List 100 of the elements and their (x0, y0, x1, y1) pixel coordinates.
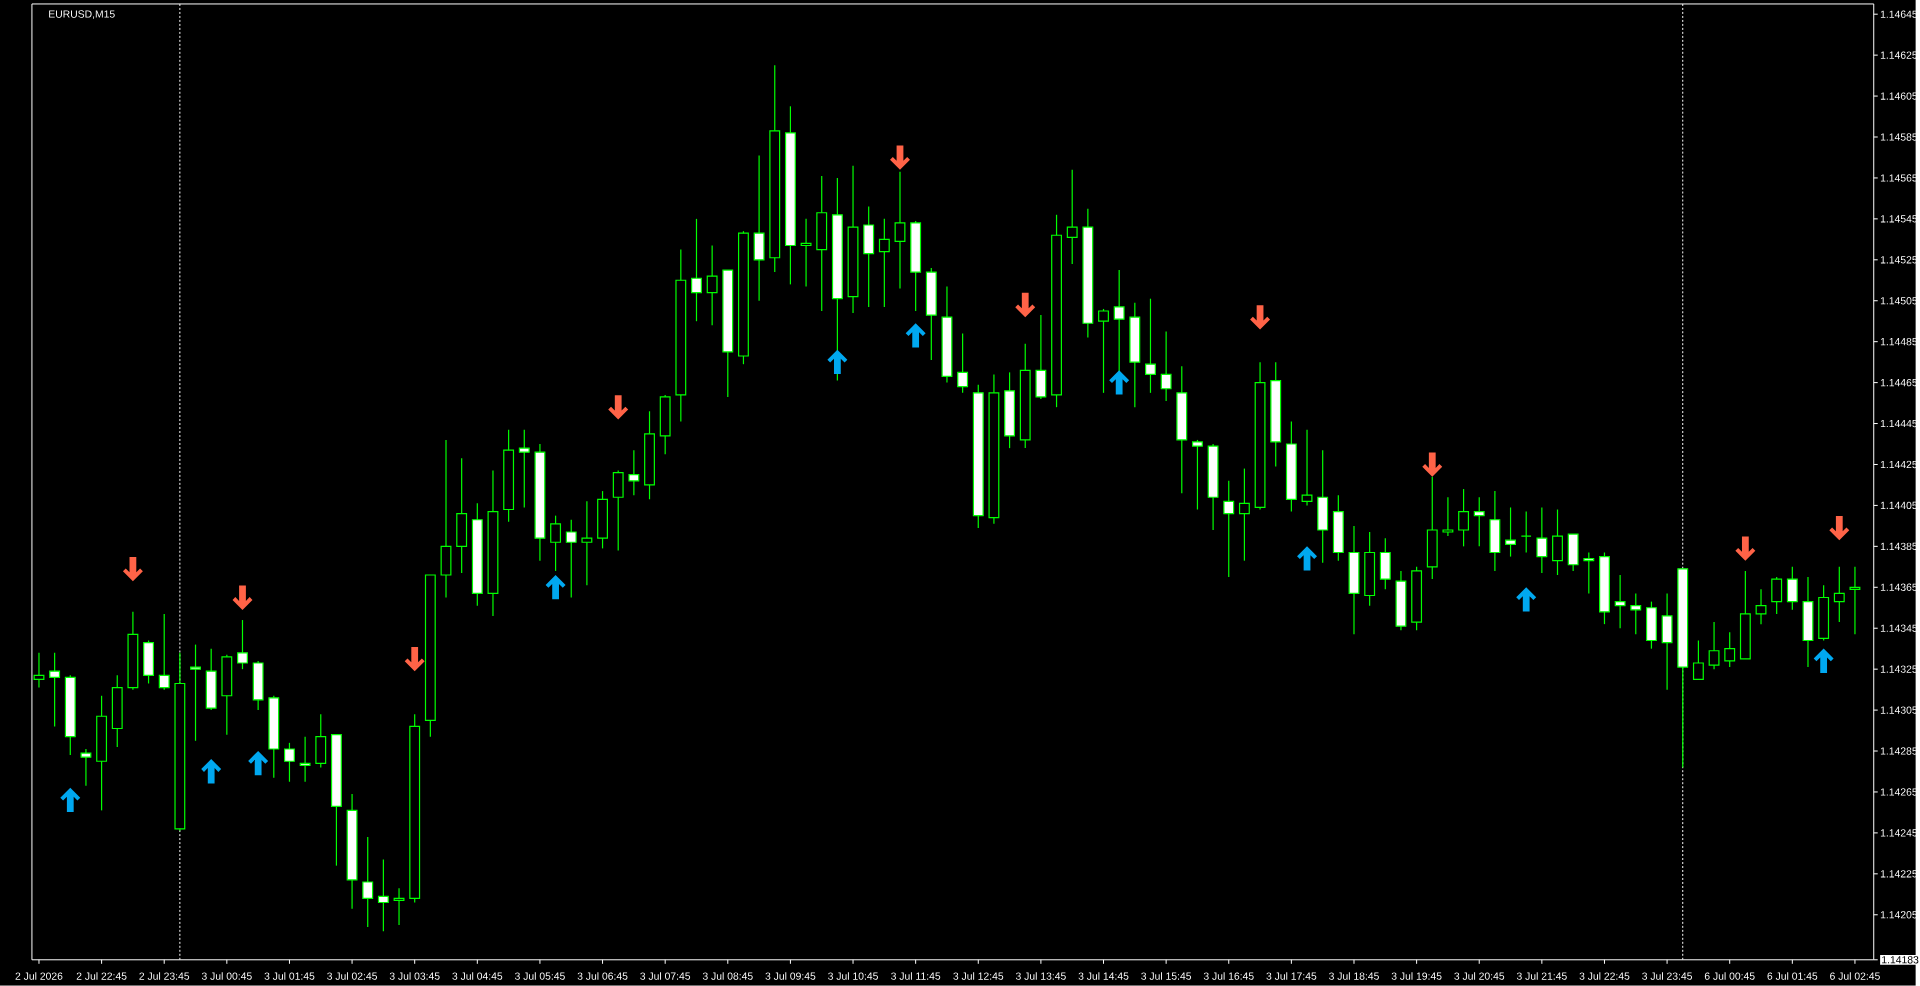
x-tick-label: 3 Jul 22:45 (1579, 972, 1630, 980)
candlestick (1786, 566, 1798, 611)
point (404, 647, 425, 672)
candlestick (1098, 308, 1109, 394)
point (905, 323, 926, 348)
x-tick-label: 6 Jul 01:45 (1767, 972, 1818, 980)
candlestick (1630, 592, 1642, 636)
point (232, 585, 253, 611)
point (1829, 516, 1850, 541)
x-tick-label: 3 Jul 02:45 (327, 972, 378, 980)
y-tick-label: 1.14525 (1880, 256, 1918, 264)
x-tick-label: 3 Jul 00:45 (201, 972, 252, 980)
x-tick-label: 3 Jul 19:45 (1391, 972, 1442, 980)
candlestick (1066, 169, 1078, 265)
x-tick-label: 3 Jul 08:45 (702, 972, 753, 980)
candlestick (565, 519, 577, 599)
x-tick-label: 3 Jul 01:45 (264, 972, 315, 980)
candlestick (1505, 506, 1516, 558)
candlestick (393, 887, 405, 926)
candlestick (1145, 298, 1156, 394)
candlestick (1724, 631, 1736, 668)
y-tick-label: 1.14585 (1880, 133, 1918, 141)
x-tick-label: 3 Jul 16:45 (1203, 972, 1254, 980)
x-tick-label: 2 Jul 2026 (15, 972, 63, 980)
candlestick (1536, 506, 1548, 574)
y-tick-label: 1.14445 (1880, 420, 1918, 428)
point (1422, 452, 1443, 477)
y-tick-label: 1.14285 (1880, 747, 1918, 755)
x-tick-label: 3 Jul 03:45 (389, 972, 440, 980)
text: EURUSD,M15 (49, 10, 115, 20)
candlestick (377, 859, 389, 932)
candlestick (628, 449, 640, 496)
candlestick (1771, 576, 1783, 615)
x-tick-label: 3 Jul 20:45 (1454, 972, 1505, 980)
candlestick (800, 218, 812, 288)
candlestick (1520, 511, 1532, 554)
x-tick-label: 3 Jul 10:45 (828, 972, 878, 980)
candlestick (80, 748, 92, 787)
candlestick (894, 171, 906, 290)
x-tick-label: 6 Jul 02:45 (1830, 972, 1880, 980)
candlestick (299, 736, 311, 783)
x-tick-label: 2 Jul 23:45 (139, 972, 190, 980)
point (890, 145, 910, 170)
x-tick-label: 6 Jul 00:45 (1704, 972, 1755, 980)
x-tick-label: 2 Jul 22:45 (76, 972, 127, 980)
candlestick (1692, 640, 1704, 681)
y-tick-label: 1.14265 (1880, 788, 1918, 796)
candlestick (518, 429, 530, 509)
candlestick (550, 515, 562, 572)
candlestick (158, 613, 170, 691)
x-tick-label: 3 Jul 06:45 (577, 972, 628, 980)
x-tick-label: 3 Jul 14:45 (1078, 972, 1129, 980)
candlestick (878, 218, 890, 308)
candlestick (1755, 588, 1767, 625)
candlestick (1583, 552, 1595, 595)
candlestick (33, 652, 45, 689)
candlestick (706, 245, 718, 327)
x-tick-label: 3 Jul 18:45 (1329, 972, 1379, 980)
candlestick (190, 644, 201, 742)
candlestick (1849, 566, 1861, 636)
point (1297, 546, 1318, 571)
point (608, 395, 629, 420)
y-tick-label: 1.14545 (1880, 215, 1918, 223)
x-tick-label: 3 Jul 12:45 (953, 972, 1004, 980)
candlestick (1614, 574, 1626, 629)
candlestick (1238, 468, 1250, 562)
candlestick (581, 500, 593, 586)
candlestick (1833, 566, 1845, 623)
candlestick (957, 333, 969, 394)
x-tick-label: 3 Jul 05:45 (514, 972, 565, 980)
x-tick-label: 3 Jul 23:45 (1642, 972, 1693, 980)
y-tick-label: 1.14225 (1880, 870, 1918, 878)
point (248, 751, 269, 776)
x-tick-label: 3 Jul 07:45 (640, 972, 691, 980)
candlestick (1301, 429, 1313, 507)
candlestick (1160, 330, 1172, 402)
x-tick-label: 3 Jul 15:45 (1141, 972, 1192, 980)
point (1516, 587, 1537, 612)
candlestick (1458, 488, 1470, 548)
candlestick (1442, 496, 1454, 537)
candlestick (284, 742, 295, 783)
point (1250, 305, 1271, 330)
x-tick-label: 3 Jul 21:45 (1516, 972, 1567, 980)
x-tick-label: 3 Jul 17:45 (1266, 972, 1317, 980)
x-tick-label: 3 Jul 13:45 (1015, 972, 1066, 980)
point (122, 557, 143, 582)
y-tick-label: 1.14605 (1880, 92, 1918, 100)
x-tick-label: 3 Jul 11:45 (891, 972, 941, 980)
candlestick (1708, 621, 1720, 670)
candlestick (49, 652, 61, 728)
y-tick-label: 1.14565 (1880, 174, 1918, 182)
point (1109, 370, 1130, 395)
y-tick-label: 1.14365 (1880, 583, 1918, 592)
point (60, 787, 81, 813)
point (1735, 536, 1756, 561)
candlestick (1473, 496, 1485, 548)
candlestick (1113, 269, 1125, 374)
y-tick-label: 1.14385 (1880, 542, 1918, 551)
point (1813, 648, 1834, 674)
x-tick-label: 3 Jul 09:45 (765, 972, 816, 980)
